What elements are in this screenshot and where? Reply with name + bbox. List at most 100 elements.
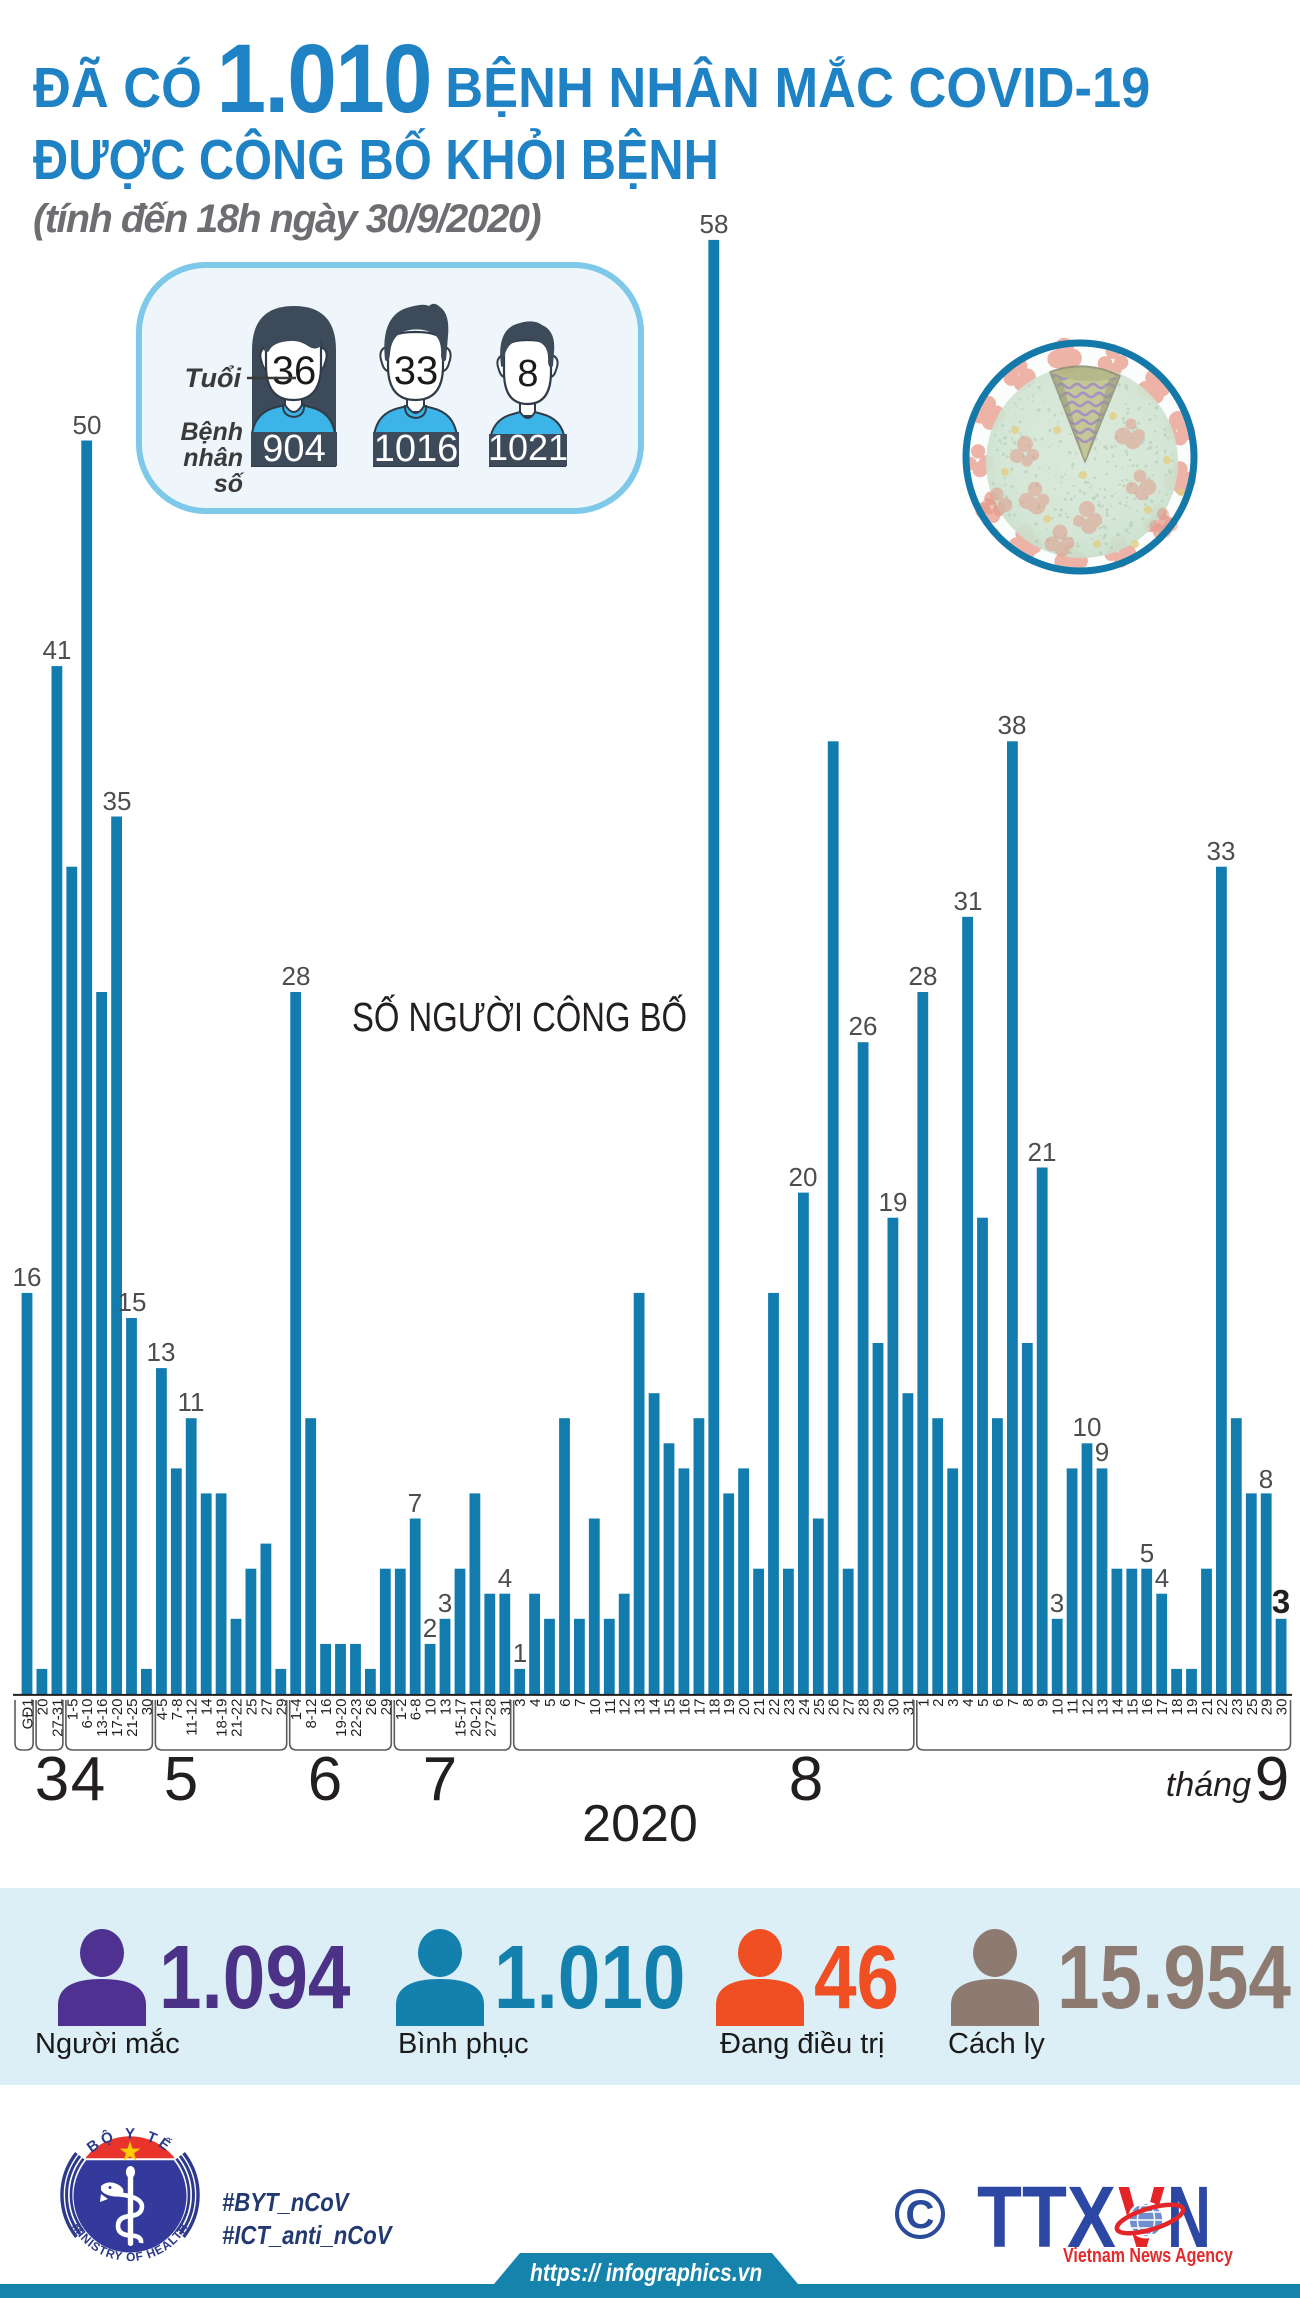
svg-text:8-12: 8-12 bbox=[303, 1699, 320, 1729]
svg-text:6: 6 bbox=[990, 1699, 1007, 1707]
svg-text:8: 8 bbox=[517, 353, 538, 395]
svg-text:19: 19 bbox=[879, 1187, 908, 1217]
svg-text:11: 11 bbox=[1065, 1699, 1082, 1715]
svg-text:4: 4 bbox=[71, 1745, 105, 1814]
svg-text:6-8: 6-8 bbox=[408, 1699, 425, 1721]
svg-text:21-22: 21-22 bbox=[229, 1699, 246, 1737]
svg-text:13: 13 bbox=[438, 1699, 455, 1716]
svg-text:20-21: 20-21 bbox=[467, 1699, 484, 1737]
svg-text:25: 25 bbox=[243, 1699, 260, 1716]
svg-text:16: 16 bbox=[13, 1262, 42, 1292]
svg-text:18: 18 bbox=[1169, 1699, 1186, 1716]
svg-text:21: 21 bbox=[751, 1699, 768, 1716]
svg-text:27: 27 bbox=[841, 1699, 858, 1716]
svg-text:38: 38 bbox=[998, 710, 1027, 740]
svg-text:21: 21 bbox=[1199, 1699, 1216, 1716]
svg-text:1-2: 1-2 bbox=[393, 1699, 410, 1721]
svg-text:1: 1 bbox=[513, 1638, 527, 1668]
svg-text:4: 4 bbox=[1155, 1563, 1169, 1593]
svg-text:7: 7 bbox=[572, 1699, 589, 1707]
svg-text:1-5: 1-5 bbox=[64, 1699, 81, 1721]
svg-text:24: 24 bbox=[796, 1699, 813, 1716]
svg-text:33: 33 bbox=[394, 349, 439, 393]
svg-text:26: 26 bbox=[826, 1699, 843, 1716]
svg-text:3: 3 bbox=[945, 1699, 962, 1707]
svg-text:30: 30 bbox=[1274, 1699, 1291, 1716]
svg-text:31: 31 bbox=[954, 886, 983, 916]
svg-text:904: 904 bbox=[262, 428, 325, 470]
svg-text:C: C bbox=[906, 2193, 935, 2237]
svg-text:14: 14 bbox=[199, 1699, 216, 1716]
svg-text:8: 8 bbox=[789, 1745, 823, 1814]
svg-text:23: 23 bbox=[781, 1699, 798, 1716]
svg-text:22: 22 bbox=[1214, 1699, 1231, 1716]
svg-text:9: 9 bbox=[1255, 1745, 1289, 1814]
svg-text:3: 3 bbox=[35, 1745, 69, 1814]
svg-text:15: 15 bbox=[662, 1699, 679, 1716]
svg-text:7: 7 bbox=[408, 1488, 422, 1518]
svg-text:7: 7 bbox=[1005, 1699, 1022, 1707]
svg-text:4-5: 4-5 bbox=[154, 1699, 171, 1721]
svg-text:28: 28 bbox=[909, 961, 938, 991]
svg-text:5: 5 bbox=[164, 1745, 198, 1814]
svg-text:17-20: 17-20 bbox=[109, 1699, 126, 1737]
svg-text:15: 15 bbox=[118, 1287, 147, 1317]
svg-text:5: 5 bbox=[975, 1699, 992, 1707]
svg-text:13: 13 bbox=[147, 1337, 176, 1367]
svg-text:28: 28 bbox=[856, 1699, 873, 1716]
svg-text:10: 10 bbox=[1073, 1412, 1102, 1442]
svg-text:8: 8 bbox=[1259, 1464, 1273, 1494]
svg-text:Bệnh: Bệnh bbox=[181, 418, 244, 446]
svg-text:3: 3 bbox=[512, 1699, 529, 1707]
svg-text:11: 11 bbox=[602, 1699, 619, 1715]
svg-text:11: 11 bbox=[178, 1387, 205, 1417]
svg-text:17: 17 bbox=[691, 1699, 708, 1716]
svg-text:29: 29 bbox=[871, 1699, 888, 1716]
svg-text:25: 25 bbox=[811, 1699, 828, 1716]
svg-text:8: 8 bbox=[1020, 1699, 1037, 1707]
svg-text:22-23: 22-23 bbox=[348, 1699, 365, 1737]
svg-text:11-12: 11-12 bbox=[184, 1699, 201, 1736]
svg-text:26: 26 bbox=[849, 1011, 878, 1041]
svg-text:2: 2 bbox=[930, 1699, 947, 1707]
svg-text:27-28: 27-28 bbox=[482, 1699, 499, 1737]
svg-text:2: 2 bbox=[423, 1613, 437, 1643]
svg-text:15-17: 15-17 bbox=[453, 1699, 470, 1737]
svg-text:13-16: 13-16 bbox=[94, 1699, 111, 1737]
svg-text:10: 10 bbox=[587, 1699, 604, 1716]
svg-text:27: 27 bbox=[258, 1699, 275, 1716]
svg-text:9: 9 bbox=[1035, 1699, 1052, 1707]
svg-text:12: 12 bbox=[1080, 1699, 1097, 1716]
svg-text:5: 5 bbox=[542, 1699, 559, 1707]
svg-text:6-10: 6-10 bbox=[79, 1699, 96, 1729]
svg-text:36: 36 bbox=[272, 349, 317, 393]
svg-text:1-4: 1-4 bbox=[288, 1699, 305, 1721]
svg-text:16: 16 bbox=[676, 1699, 693, 1716]
svg-text:19: 19 bbox=[1184, 1699, 1201, 1716]
svg-text:3: 3 bbox=[438, 1588, 452, 1618]
svg-text:23: 23 bbox=[1229, 1699, 1246, 1716]
svg-text:2020: 2020 bbox=[582, 1795, 698, 1853]
svg-text:28: 28 bbox=[282, 961, 311, 991]
svg-text:1016: 1016 bbox=[374, 428, 459, 470]
svg-text:6: 6 bbox=[308, 1745, 342, 1814]
svg-text:4: 4 bbox=[498, 1563, 512, 1593]
svg-text:15: 15 bbox=[1124, 1699, 1141, 1716]
svg-text:3: 3 bbox=[1050, 1588, 1064, 1618]
svg-text:Tuổi: Tuổi bbox=[185, 363, 242, 393]
svg-text:9: 9 bbox=[1095, 1437, 1109, 1467]
svg-text:41: 41 bbox=[43, 635, 72, 665]
svg-text:GĐ1: GĐ1 bbox=[20, 1699, 37, 1730]
svg-text:số: số bbox=[214, 470, 245, 498]
svg-text:1021: 1021 bbox=[488, 427, 568, 468]
svg-text:25: 25 bbox=[1244, 1699, 1261, 1716]
svg-text:12: 12 bbox=[617, 1699, 634, 1716]
svg-text:50: 50 bbox=[73, 410, 102, 440]
svg-text:20: 20 bbox=[34, 1699, 51, 1716]
svg-text:10: 10 bbox=[423, 1699, 440, 1716]
svg-text:18-19: 18-19 bbox=[214, 1699, 231, 1737]
svg-text:26: 26 bbox=[363, 1699, 380, 1716]
svg-text:21-25: 21-25 bbox=[124, 1699, 141, 1737]
svg-text:20: 20 bbox=[789, 1162, 818, 1192]
svg-text:18: 18 bbox=[706, 1699, 723, 1716]
